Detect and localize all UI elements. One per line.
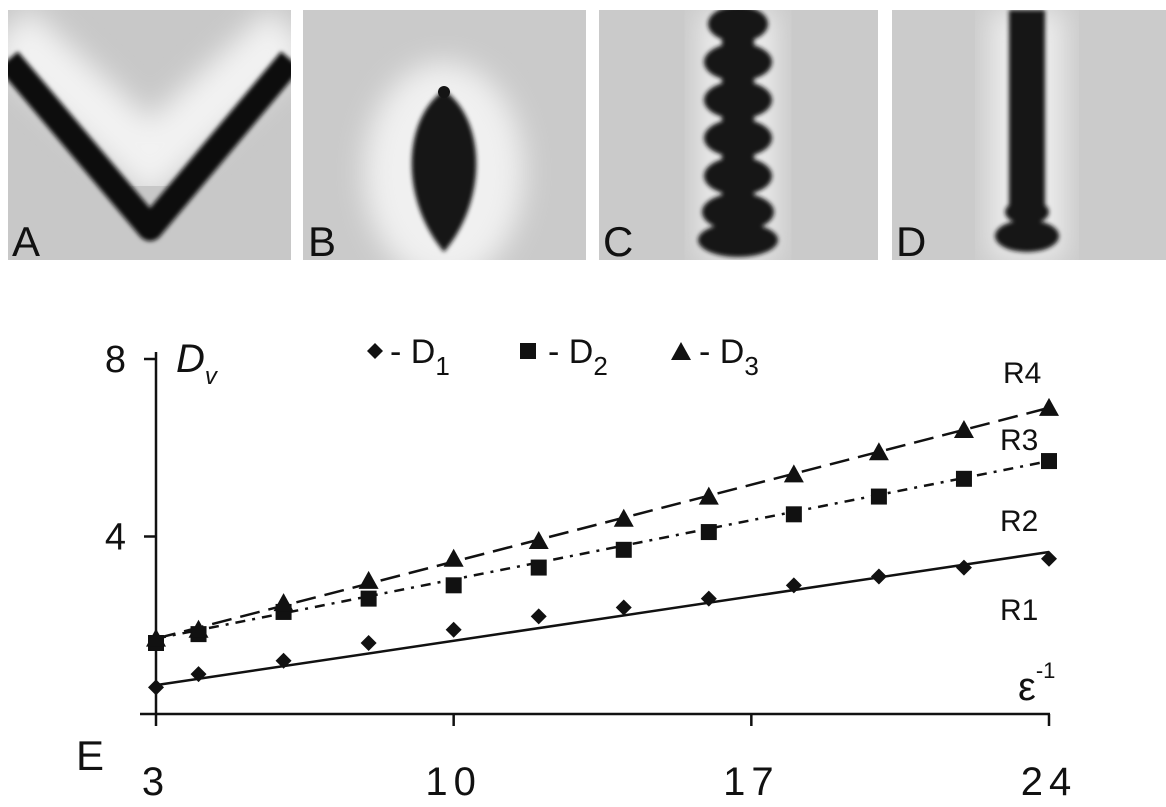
legend-item-d1: - D1 (367, 333, 450, 381)
fit-line-r2 (155, 459, 1050, 640)
fit-line-r3 (155, 406, 1050, 640)
y-ticks: 48 (105, 339, 156, 559)
x-axis-label: ε-1 (1018, 658, 1055, 709)
series-1-point (870, 568, 887, 585)
y-axis-label: Dv (176, 337, 219, 390)
series-3-point (358, 570, 379, 589)
bead-chain (698, 10, 778, 257)
legend-marker-diamond (367, 343, 383, 359)
legend-marker-square (520, 343, 536, 359)
annotation-r1: R1 (1000, 594, 1038, 627)
x-tick-label: 3 (142, 760, 170, 804)
x-tick-label: 10 (425, 760, 482, 804)
chart-label-e: E (76, 732, 104, 779)
fit-lines (155, 406, 1050, 687)
series-1-point (615, 599, 632, 616)
data-markers (146, 397, 1059, 696)
panel-b: B (303, 10, 586, 265)
series-3-point (146, 628, 166, 647)
series-2-point (615, 541, 632, 558)
series-1-point (445, 621, 462, 638)
panel-c: C (599, 10, 878, 265)
series-2-point (870, 488, 887, 505)
legend-label-d1: - D1 (390, 333, 450, 381)
series-1-point (190, 666, 207, 683)
panel-letter-b: B (308, 218, 336, 265)
series-1-point (275, 652, 292, 669)
legend-marker-triangle (671, 342, 691, 360)
series-3-point (443, 548, 464, 567)
legend-label-d3: - D3 (699, 333, 759, 381)
series-2-point (445, 577, 462, 594)
series-3-point (698, 486, 719, 505)
series-1-point (955, 559, 972, 576)
column-shape (995, 10, 1059, 252)
v-shape (8, 51, 291, 241)
y-tick-label: 4 (105, 517, 126, 559)
series-3-point (868, 442, 889, 461)
series-2-point (530, 559, 547, 576)
series-3-point (613, 508, 634, 527)
series-3-point (1039, 397, 1059, 416)
legend-item-d3: - D3 (671, 333, 759, 381)
panel-a: A (8, 10, 291, 265)
series-3-point (273, 593, 294, 612)
x-ticks: 3 10 17 24 (142, 714, 1078, 804)
panel-letter-d: D (896, 218, 926, 265)
annotation-r2: R2 (1000, 505, 1038, 538)
series-1-point (700, 590, 717, 607)
series-1-point (360, 635, 377, 651)
series-1-point (1041, 550, 1057, 567)
legend: - D1 - D2 - D3 (367, 333, 759, 381)
series-2-point (360, 590, 377, 607)
series-1-point (785, 577, 802, 594)
annotation-r4: R4 (1003, 357, 1041, 390)
fit-line-r1 (155, 550, 1050, 687)
legend-item-d2: - D2 (520, 333, 608, 381)
x-tick-label: 24 (1021, 760, 1078, 804)
series-3-point (953, 420, 974, 438)
legend-label-d2: - D2 (548, 333, 608, 381)
series-3-point (188, 619, 209, 638)
annotation-r3: R3 (1000, 424, 1038, 457)
series-2-point (955, 470, 972, 487)
x-tick-label: 17 (723, 760, 780, 804)
lens-shape (411, 90, 477, 252)
series-1-point (148, 679, 164, 696)
series-3-point (783, 464, 804, 483)
series-2-point (700, 524, 717, 541)
panel-d: D (892, 10, 1166, 265)
series-2-point (1041, 453, 1057, 470)
panel-letter-c: C (603, 218, 633, 265)
series-1-point (530, 608, 547, 625)
chart-e: Dv ε-1 E 48 3 10 17 24 - D1 - D2 - D3 R4 R3… (76, 333, 1078, 804)
series-2-point (785, 506, 802, 523)
y-tick-label: 8 (105, 339, 126, 381)
series-3-point (528, 530, 549, 549)
panel-letter-a: A (12, 218, 40, 265)
